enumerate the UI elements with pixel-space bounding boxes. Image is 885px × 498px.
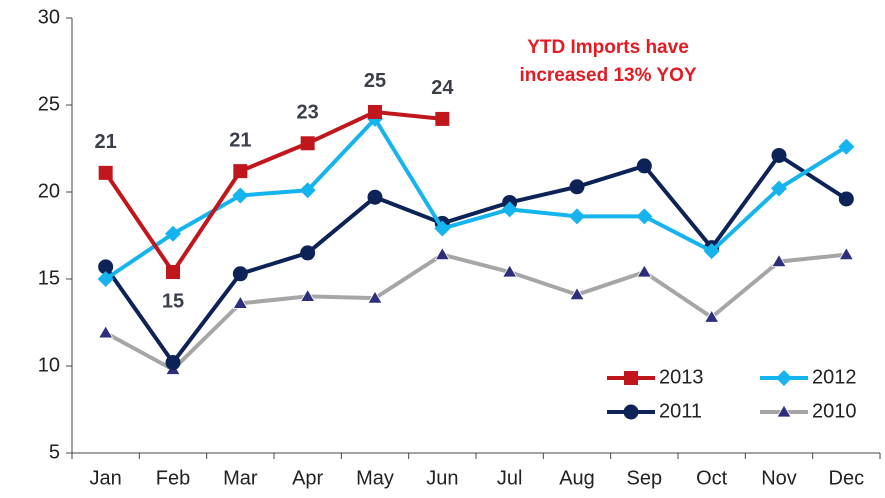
point xyxy=(97,271,114,287)
point xyxy=(300,245,316,261)
point xyxy=(501,264,518,278)
data-label: 21 xyxy=(229,129,251,151)
point xyxy=(771,180,787,197)
point xyxy=(232,266,248,282)
legend-marker xyxy=(624,371,638,385)
y-tick-label: 15 xyxy=(38,267,60,289)
point xyxy=(299,288,316,302)
x-tick-label: Dec xyxy=(829,467,865,489)
data-label: 21 xyxy=(95,131,117,153)
point xyxy=(97,325,114,339)
point xyxy=(299,182,316,199)
x-tick-label: Jan xyxy=(90,467,122,489)
point xyxy=(368,104,382,119)
data-label: 23 xyxy=(297,102,319,124)
point xyxy=(569,286,585,301)
point xyxy=(636,158,652,174)
data-label: 15 xyxy=(162,290,184,312)
y-tick-label: 20 xyxy=(38,180,60,202)
point xyxy=(434,246,451,261)
point xyxy=(367,290,383,304)
point xyxy=(435,111,450,126)
y-tick-label: 30 xyxy=(38,6,60,28)
point xyxy=(233,164,248,179)
x-tick-label: May xyxy=(356,467,394,489)
point xyxy=(501,201,518,218)
series-line xyxy=(104,115,848,281)
point xyxy=(367,189,383,205)
point xyxy=(838,138,855,155)
point xyxy=(165,225,181,242)
legend-marker xyxy=(776,404,792,418)
annotation: YTD Imports have xyxy=(527,37,689,58)
legend-label: 2010 xyxy=(812,400,857,422)
legend-label: 2012 xyxy=(812,366,857,388)
point xyxy=(98,259,114,275)
x-tick-label: Mar xyxy=(223,467,258,489)
x-tick-label: Aug xyxy=(559,467,595,489)
y-tick-label: 25 xyxy=(38,93,60,115)
x-tick-label: Jul xyxy=(497,467,523,489)
data-label: 24 xyxy=(431,77,454,99)
point xyxy=(636,264,653,278)
point xyxy=(569,179,585,195)
point xyxy=(232,187,249,204)
series-line xyxy=(104,252,847,372)
x-tick-label: Sep xyxy=(627,467,663,489)
data-label: 25 xyxy=(364,70,386,92)
y-tick-label: 5 xyxy=(49,441,60,463)
point xyxy=(771,147,787,163)
point xyxy=(434,220,451,237)
point xyxy=(703,309,720,323)
point xyxy=(98,165,113,180)
point xyxy=(166,265,180,280)
legend-marker xyxy=(623,404,639,420)
point xyxy=(232,295,249,309)
point xyxy=(569,208,585,225)
point xyxy=(636,208,653,225)
legend-label: 2011 xyxy=(659,400,702,422)
point xyxy=(165,355,181,371)
point xyxy=(771,253,787,268)
point xyxy=(838,246,855,261)
legend-label: 2013 xyxy=(659,366,704,388)
x-tick-label: Feb xyxy=(156,467,190,489)
series-line xyxy=(104,152,848,366)
y-tick-label: 10 xyxy=(38,354,60,376)
point xyxy=(838,191,854,207)
x-tick-label: Apr xyxy=(292,467,323,489)
legend-marker xyxy=(776,370,792,386)
annotation: increased 13% YOY xyxy=(519,65,696,86)
point xyxy=(703,243,720,260)
series-line xyxy=(104,109,443,276)
point xyxy=(300,136,315,151)
x-tick-label: Nov xyxy=(761,467,797,489)
x-tick-label: Oct xyxy=(696,467,728,489)
x-tick-label: Jun xyxy=(426,467,458,489)
